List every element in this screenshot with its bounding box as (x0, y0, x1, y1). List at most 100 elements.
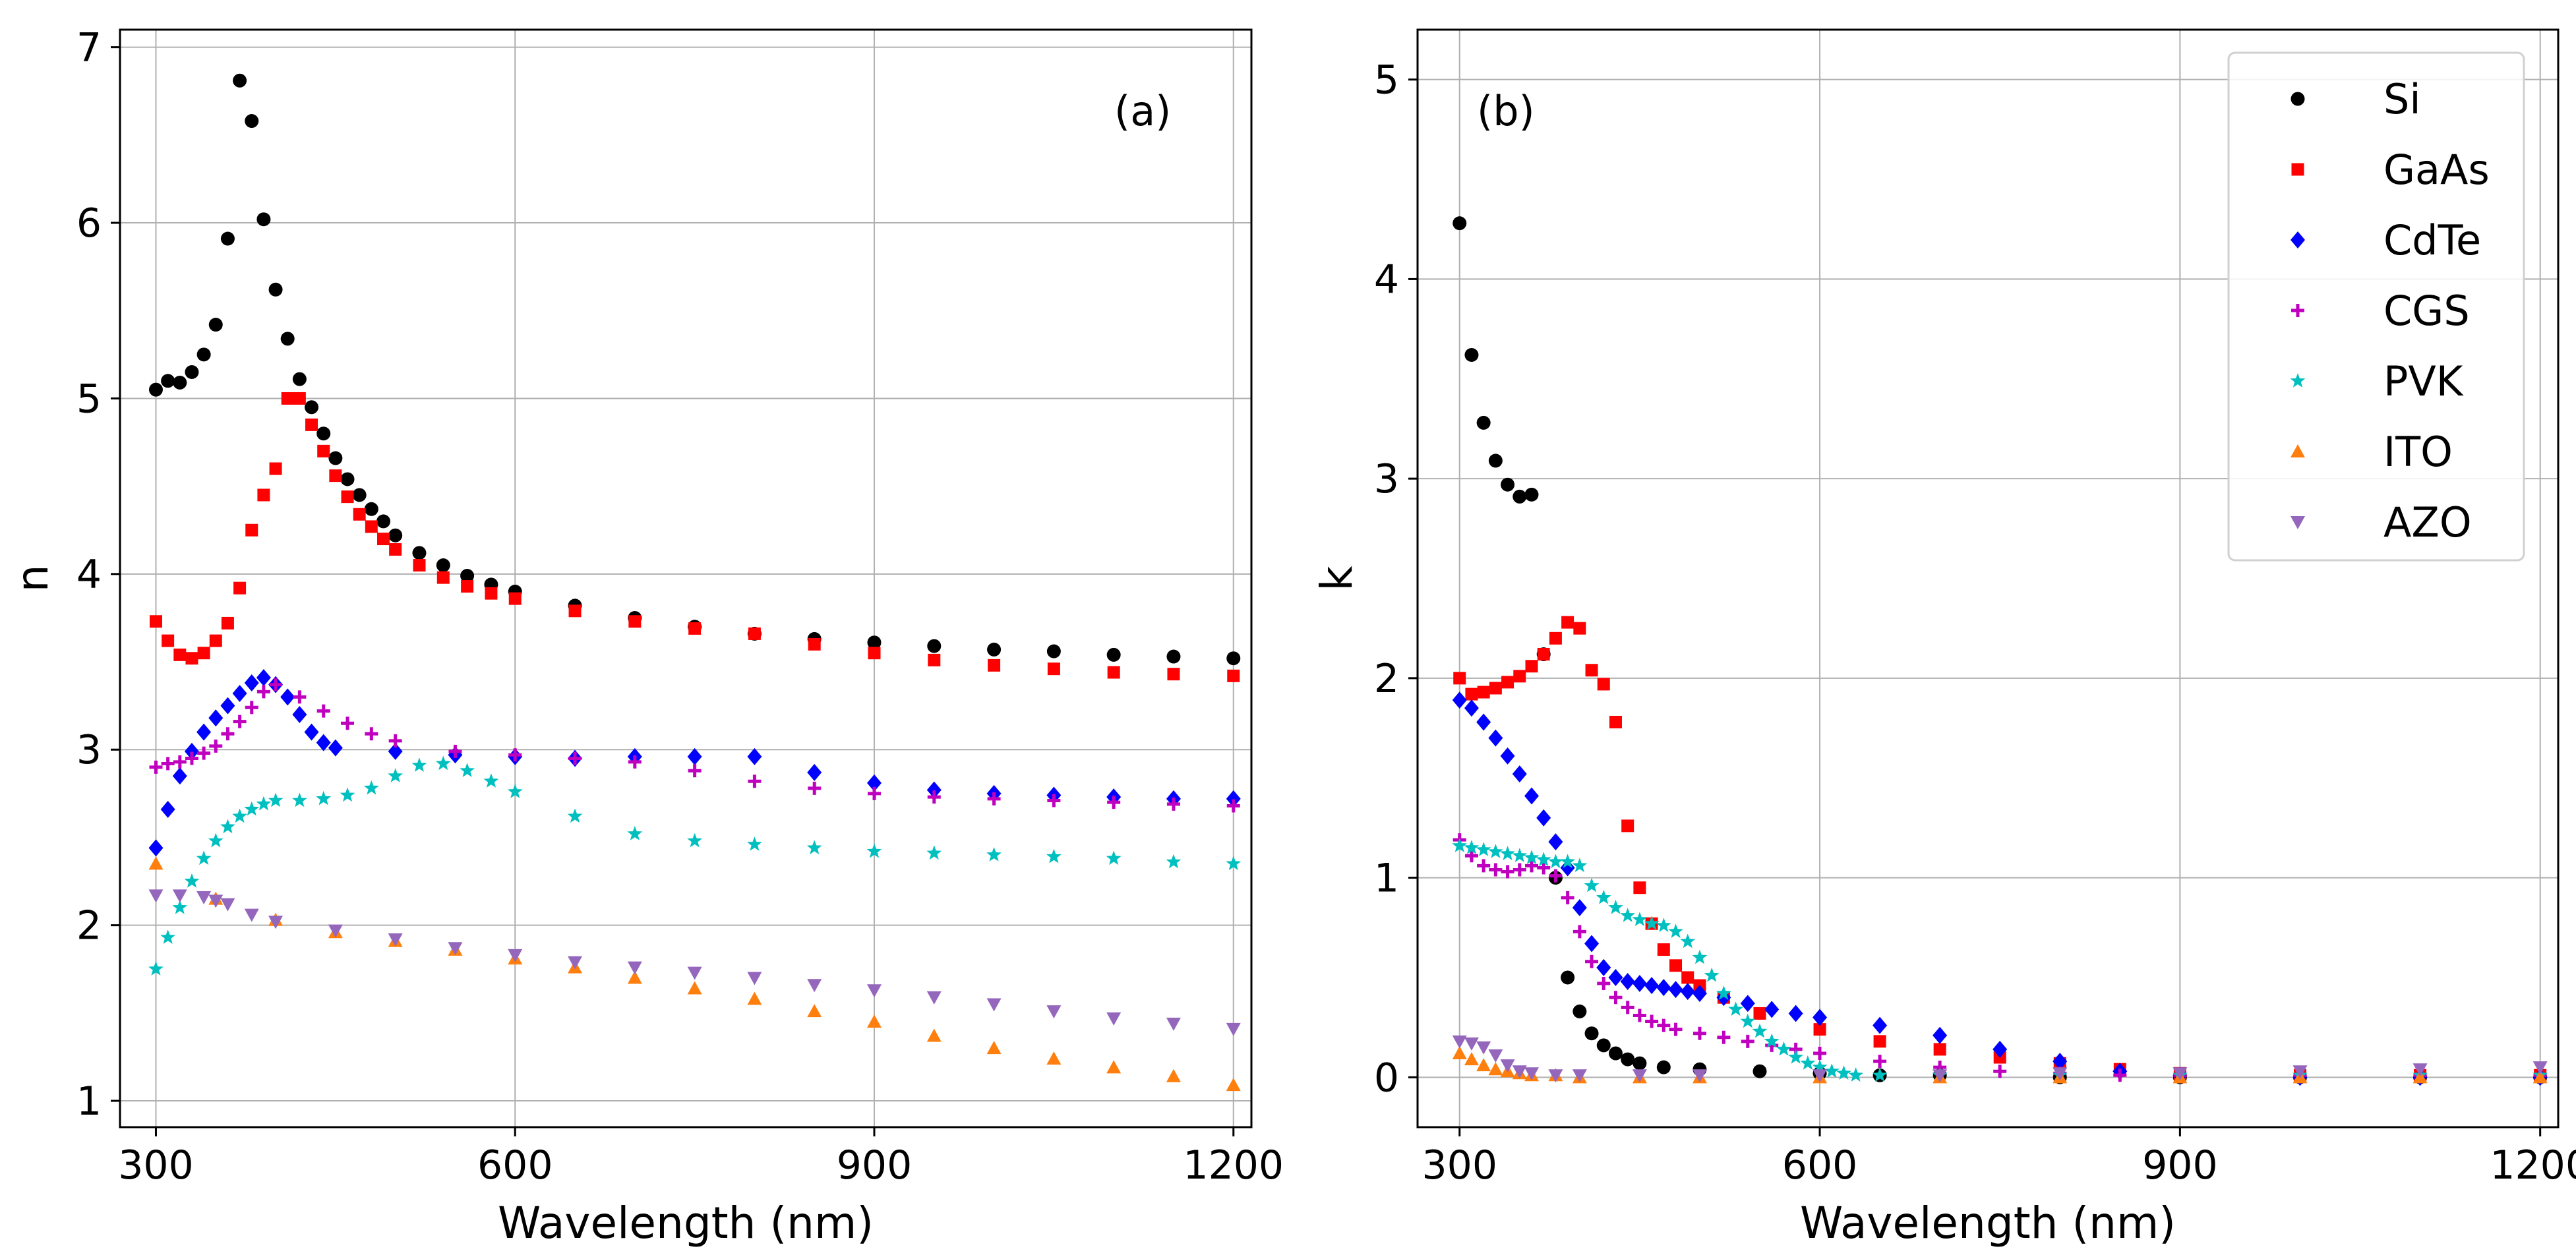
panel-b-si-point-360 (1524, 487, 1539, 502)
legend-item-gaas: GaAs (2291, 146, 2490, 194)
panel-a-si-point-1100 (1106, 647, 1121, 662)
panel-a-series-azo (148, 889, 1241, 1036)
panel-b-gaas-point-350 (1513, 670, 1526, 683)
panel-a-gaas-point-390 (257, 488, 270, 502)
panel-a-cdte-point-410 (280, 688, 295, 706)
panel-a-si-point-560 (460, 569, 475, 583)
panel-b-marks (1452, 216, 2548, 1086)
panel-a-pvk-point-600 (507, 784, 523, 798)
panel-b-ytick-label-2: 2 (1374, 656, 1399, 702)
panel-b-si-point-330 (1488, 454, 1503, 468)
panel-a-si-point-310 (161, 374, 175, 388)
panel-a-ytick-label-7: 7 (76, 25, 102, 71)
panel-b-gaas-point-470 (1657, 943, 1670, 956)
panel-b-azo-point-340 (1500, 1059, 1515, 1073)
panel-a-azo-point-700 (627, 961, 642, 975)
legend: Si GaAs CdTe CGS PVK ITO AZO (2227, 51, 2525, 562)
panel-a-azo-point-800 (747, 972, 762, 985)
panel-a-series-gaas (149, 392, 1240, 682)
panel-b-azo-point-450 (1632, 1069, 1647, 1083)
panel-a-gaas-point-400 (269, 462, 282, 475)
panel-a-pvk-point-340 (196, 850, 212, 865)
panel-b-azo-point-1100 (2412, 1063, 2428, 1077)
panel-b-si-point-410 (1584, 1026, 1599, 1041)
panel-a-pvk-point-560 (460, 763, 475, 777)
panel-a-ticks: 300 600 900 1200 1 2 3 4 5 6 7 (76, 25, 1284, 1188)
panel-a-si-point-1000 (987, 642, 1002, 657)
panel-b-cdte-point-370 (1536, 809, 1551, 827)
panel-a-pvk-point-580 (483, 773, 499, 788)
panel-a-gaas-point-900 (868, 647, 881, 660)
panel-a-grid (120, 30, 1251, 1127)
panel-a-ito-point-1000 (986, 1041, 1002, 1055)
panel-b-cdte-point-430 (1608, 968, 1623, 986)
panel-a-ytick-label-6: 6 (76, 200, 102, 247)
panel-a-cdte-point-350 (208, 709, 224, 727)
legend-item-pvk: PVK (2290, 357, 2464, 405)
panel-b-gaas-point-600 (1813, 1023, 1826, 1036)
panel-b-cgs-point-360 (1525, 859, 1538, 873)
panel-a-cgs-point-370 (233, 715, 247, 728)
panel-a-gaas-point-650 (568, 604, 582, 618)
panel-b-si-point-420 (1596, 1038, 1611, 1053)
panel-a-gaas-point-950 (928, 653, 941, 666)
panel-b-azo-point-310 (1464, 1037, 1479, 1051)
panel-b-ito-point-1200 (2532, 1070, 2548, 1084)
panel-a-ytick-label-1: 1 (76, 1078, 102, 1125)
legend-label-si: Si (2383, 75, 2421, 123)
panel-b-cgs-point-340 (1501, 865, 1514, 879)
panel-b-cgs-point-400 (1573, 925, 1586, 939)
panel-b-cdte-point-380 (1548, 833, 1563, 851)
panel-a-cgs-point-400 (269, 678, 283, 691)
panel-a-cdte-point-1200 (1226, 790, 1241, 807)
panel-b-gaas-point-320 (1477, 686, 1490, 699)
panel-a-si-point-380 (245, 114, 259, 129)
panel-a-cgs-point-440 (316, 704, 330, 718)
panel-a-gaas-point-850 (808, 637, 821, 651)
panel-b-cgs-point-370 (1537, 861, 1551, 875)
panel-b-pvk-point-610 (1824, 1063, 1840, 1078)
panel-b-azo-point-400 (1572, 1069, 1587, 1083)
panel-a-azo-point-340 (196, 891, 212, 905)
panel-b-azo-point-600 (1812, 1069, 1828, 1083)
panel-a-ito-point-1200 (1226, 1078, 1241, 1092)
panel-a-azo-point-900 (867, 984, 882, 998)
panel-b-pvk-point-460 (1644, 916, 1660, 930)
panel-a-pvk-point-850 (806, 840, 822, 855)
panel-b-cdte-point-400 (1572, 899, 1587, 916)
panel-b-azo-point-900 (2172, 1067, 2188, 1081)
panel-a-azo-point-550 (448, 942, 463, 956)
panel-b-cgs-point-500 (1692, 1026, 1706, 1040)
panel-b-xtick-label-1200: 1200 (2490, 1142, 2576, 1188)
panel-a-pvk-point-540 (435, 755, 451, 771)
panel-a-si-point-420 (292, 372, 307, 386)
panel-a-ito-point-750 (687, 981, 702, 995)
panel-b: 3006009001200012345 (b) Wavelength (nm) … (1311, 28, 2576, 1248)
panel-b-pvk-point-500 (1692, 949, 1708, 964)
panel-b-cdte-point-460 (1644, 977, 1660, 995)
panel-a-cdte-point-440 (316, 734, 331, 751)
legend-item-cdte: CdTe (2291, 216, 2481, 264)
panel-b-cgs-point-460 (1645, 1014, 1659, 1028)
panel-a-gaas-point-340 (197, 647, 210, 660)
panel-a-azo-point-350 (208, 894, 224, 908)
panel-b-pvk-point-470 (1656, 918, 1671, 932)
panel-b-si-point-350 (1513, 489, 1527, 504)
panel-a-pvk-point-520 (411, 757, 427, 772)
panel-a-cgs-point-360 (221, 727, 235, 741)
panel-b-si-point-390 (1561, 970, 1575, 985)
panel-a-gaas-point-750 (688, 622, 702, 635)
panel-b-series-azo (1452, 1035, 2548, 1083)
panel-a-gaas-point-1200 (1227, 669, 1240, 682)
panel-b-series-si (1453, 216, 2548, 1084)
panel-a-marks (148, 73, 1242, 1092)
panel-a-pvk-point-950 (926, 845, 942, 860)
panel-a-azo-point-400 (268, 916, 284, 929)
panel-b-si-point-550 (1752, 1064, 1767, 1078)
panel-b-cdte-point-420 (1596, 958, 1611, 976)
panel-b-si-point-450 (1632, 1056, 1647, 1070)
panel-b-cgs-point-420 (1597, 977, 1611, 991)
panel-a-pvk-point-400 (268, 792, 284, 807)
panel-a-pvk-point-390 (256, 796, 272, 811)
panel-b-cdte-point-470 (1656, 979, 1671, 997)
